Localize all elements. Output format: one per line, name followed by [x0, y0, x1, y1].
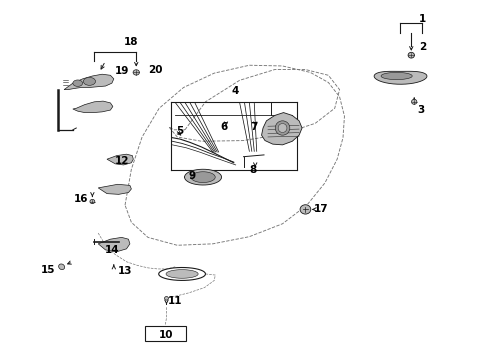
Polygon shape: [98, 237, 130, 252]
Text: 3: 3: [417, 105, 424, 115]
Polygon shape: [107, 154, 133, 165]
Text: 12: 12: [114, 156, 129, 166]
Polygon shape: [64, 74, 114, 90]
Ellipse shape: [83, 77, 95, 85]
Ellipse shape: [300, 205, 310, 214]
Polygon shape: [98, 184, 131, 194]
Ellipse shape: [275, 121, 289, 135]
Text: 18: 18: [124, 37, 138, 47]
Text: 11: 11: [168, 296, 182, 306]
Text: 6: 6: [220, 122, 227, 132]
Ellipse shape: [59, 264, 64, 270]
Ellipse shape: [73, 80, 82, 86]
Polygon shape: [261, 113, 302, 145]
Text: 9: 9: [188, 171, 195, 181]
Text: 5: 5: [176, 126, 183, 135]
Ellipse shape: [411, 99, 416, 104]
Text: 17: 17: [314, 204, 328, 215]
Polygon shape: [73, 101, 113, 113]
Polygon shape: [190, 172, 215, 183]
Text: 2: 2: [418, 42, 425, 52]
Text: 13: 13: [118, 266, 132, 276]
Text: 20: 20: [148, 64, 163, 75]
Text: 19: 19: [114, 66, 128, 76]
Text: 14: 14: [104, 245, 119, 255]
Polygon shape: [184, 169, 221, 185]
Text: 7: 7: [250, 122, 257, 132]
Polygon shape: [159, 267, 205, 280]
Polygon shape: [166, 270, 198, 278]
Text: 8: 8: [249, 165, 256, 175]
Text: 16: 16: [74, 194, 88, 204]
Ellipse shape: [164, 297, 168, 300]
Polygon shape: [380, 72, 411, 80]
Text: 15: 15: [41, 265, 56, 275]
Text: 10: 10: [159, 330, 173, 340]
Polygon shape: [373, 71, 426, 84]
Text: 4: 4: [231, 86, 238, 96]
FancyBboxPatch shape: [145, 325, 185, 341]
Ellipse shape: [90, 199, 95, 204]
Text: 1: 1: [418, 14, 425, 24]
Ellipse shape: [133, 70, 139, 75]
Ellipse shape: [278, 123, 286, 132]
Ellipse shape: [407, 52, 414, 58]
